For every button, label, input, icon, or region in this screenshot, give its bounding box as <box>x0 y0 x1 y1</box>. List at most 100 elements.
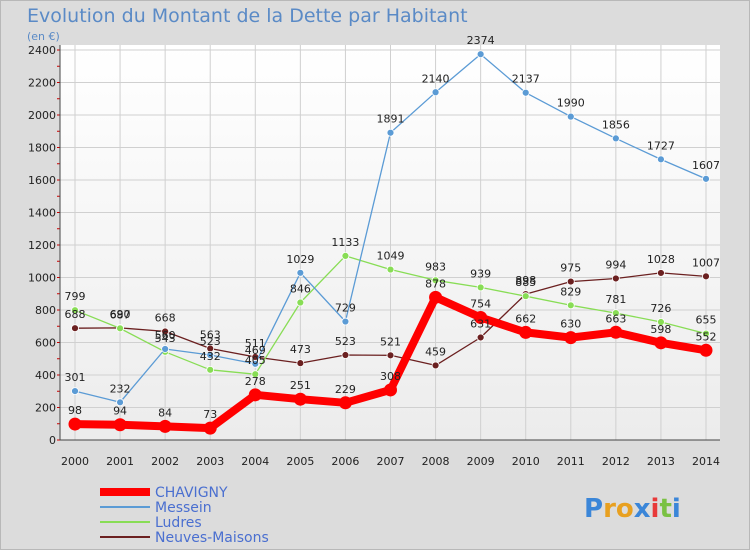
data-point <box>702 272 710 281</box>
data-label: 405 <box>245 354 266 367</box>
data-label: 726 <box>650 302 671 315</box>
data-point <box>657 269 665 277</box>
y-tick-label: 0 <box>49 434 56 447</box>
series-neuves-maisons <box>71 269 710 370</box>
x-tick-label: 2003 <box>196 455 224 468</box>
data-point <box>611 274 620 283</box>
data-label: 552 <box>696 330 717 343</box>
data-label: 98 <box>68 404 82 417</box>
data-point <box>702 174 710 183</box>
x-tick-label: 2014 <box>692 455 720 468</box>
data-labels: 98 94 84 73 278 251 229 308 878 754 662 630 663 598 55… <box>65 34 721 421</box>
data-label: 1891 <box>377 113 405 126</box>
data-point <box>566 112 575 121</box>
data-point <box>609 325 623 339</box>
data-label: 2374 <box>467 34 495 47</box>
x-tick-label: 2010 <box>512 455 540 468</box>
data-point <box>341 317 350 326</box>
data-label: 301 <box>65 371 86 384</box>
data-point <box>611 309 620 317</box>
y-tick-label: 1800 <box>28 142 56 155</box>
data-label: 846 <box>290 283 311 296</box>
data-point <box>158 419 172 433</box>
data-point <box>206 365 215 374</box>
y-tick-label: 1400 <box>28 207 56 220</box>
data-point <box>71 387 79 395</box>
data-point <box>341 351 350 359</box>
data-label: 1856 <box>602 118 630 131</box>
x-tick-label: 2002 <box>151 455 179 468</box>
data-point <box>657 155 665 164</box>
data-label: 898 <box>515 274 536 287</box>
data-label: 84 <box>158 406 172 419</box>
data-point <box>203 421 217 435</box>
data-point <box>564 331 578 345</box>
data-point <box>113 418 127 432</box>
data-label: 1049 <box>377 250 405 263</box>
data-label: 523 <box>335 335 356 348</box>
data-label: 799 <box>65 290 86 303</box>
y-tick-label: 1200 <box>28 239 56 252</box>
data-label: 278 <box>245 375 266 388</box>
data-label: 560 <box>155 329 176 342</box>
data-point <box>338 396 352 410</box>
x-tick-label: 2004 <box>241 455 269 468</box>
data-label: 229 <box>335 383 356 396</box>
y-tick-label: 2200 <box>28 77 56 90</box>
data-label: 630 <box>560 318 581 331</box>
data-label: 885 <box>515 276 536 289</box>
y-tick-label: 2000 <box>28 109 56 122</box>
data-label: 563 <box>200 329 221 342</box>
y-tick-label: 200 <box>35 402 56 415</box>
data-label: 432 <box>200 350 221 363</box>
data-label: 73 <box>203 408 217 421</box>
data-label: 631 <box>470 317 491 330</box>
data-label: 688 <box>65 308 86 321</box>
data-label: 729 <box>335 302 356 315</box>
data-label: 662 <box>515 312 536 325</box>
x-tick-label: 2007 <box>377 455 405 468</box>
axes: 0 200 400 600 800 1000 1200 1400 1600 1800 2000 220… <box>28 44 720 468</box>
data-point <box>476 50 485 59</box>
y-tick-label: 1600 <box>28 174 56 187</box>
data-point <box>161 327 170 336</box>
data-point <box>248 388 262 402</box>
data-point <box>476 333 485 342</box>
data-label: 473 <box>290 343 311 356</box>
legend-label: CHAVIGNY <box>155 485 228 501</box>
legend-label: Neuves-Maisons <box>155 530 269 546</box>
data-label: 983 <box>425 260 446 273</box>
logo-text: Proxiti <box>584 494 681 524</box>
data-point <box>296 268 305 277</box>
data-point <box>431 88 440 97</box>
data-point <box>68 417 82 431</box>
data-label: 1007 <box>692 256 720 269</box>
data-label: 1727 <box>647 139 675 152</box>
data-label: 655 <box>696 314 717 327</box>
data-label: 781 <box>605 293 626 306</box>
data-label: 668 <box>155 311 176 324</box>
y-tick-label: 1000 <box>28 272 56 285</box>
grid <box>60 45 720 441</box>
data-point <box>521 88 530 97</box>
data-label: 543 <box>155 332 176 345</box>
data-label: 308 <box>380 370 401 383</box>
data-point <box>116 324 124 333</box>
data-label: 975 <box>560 262 581 275</box>
data-point <box>519 325 533 339</box>
data-point <box>206 351 215 359</box>
data-label: 829 <box>560 285 581 298</box>
data-label: 994 <box>605 258 626 271</box>
data-point <box>431 361 440 370</box>
data-label: 663 <box>605 312 626 325</box>
data-point <box>386 128 395 137</box>
y-tick-label: 400 <box>35 369 56 382</box>
data-label: 521 <box>380 335 401 348</box>
x-tick-label: 2013 <box>647 455 675 468</box>
data-label: 690 <box>110 308 131 321</box>
x-tick-label: 2000 <box>61 455 89 468</box>
data-label: 2137 <box>512 73 540 86</box>
data-point <box>386 351 395 360</box>
